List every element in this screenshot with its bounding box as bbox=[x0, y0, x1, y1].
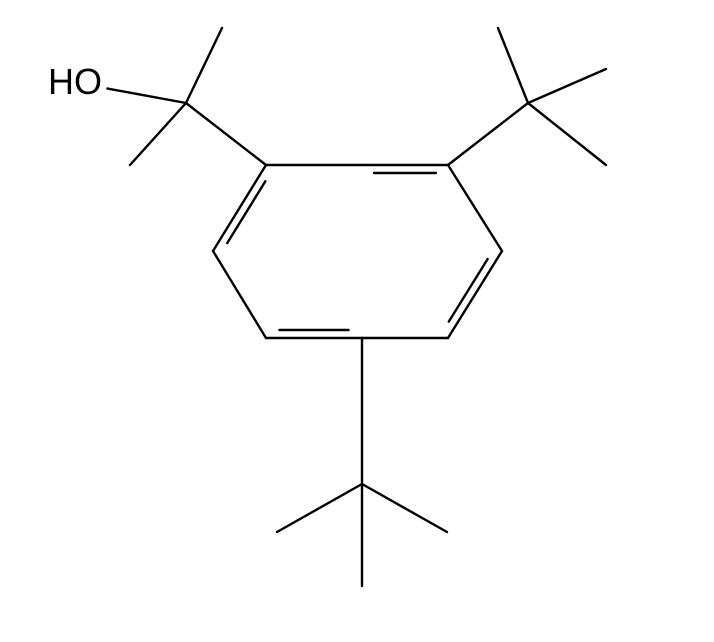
molecule-diagram: HO bbox=[0, 0, 714, 642]
atom-label: HO bbox=[48, 61, 102, 102]
